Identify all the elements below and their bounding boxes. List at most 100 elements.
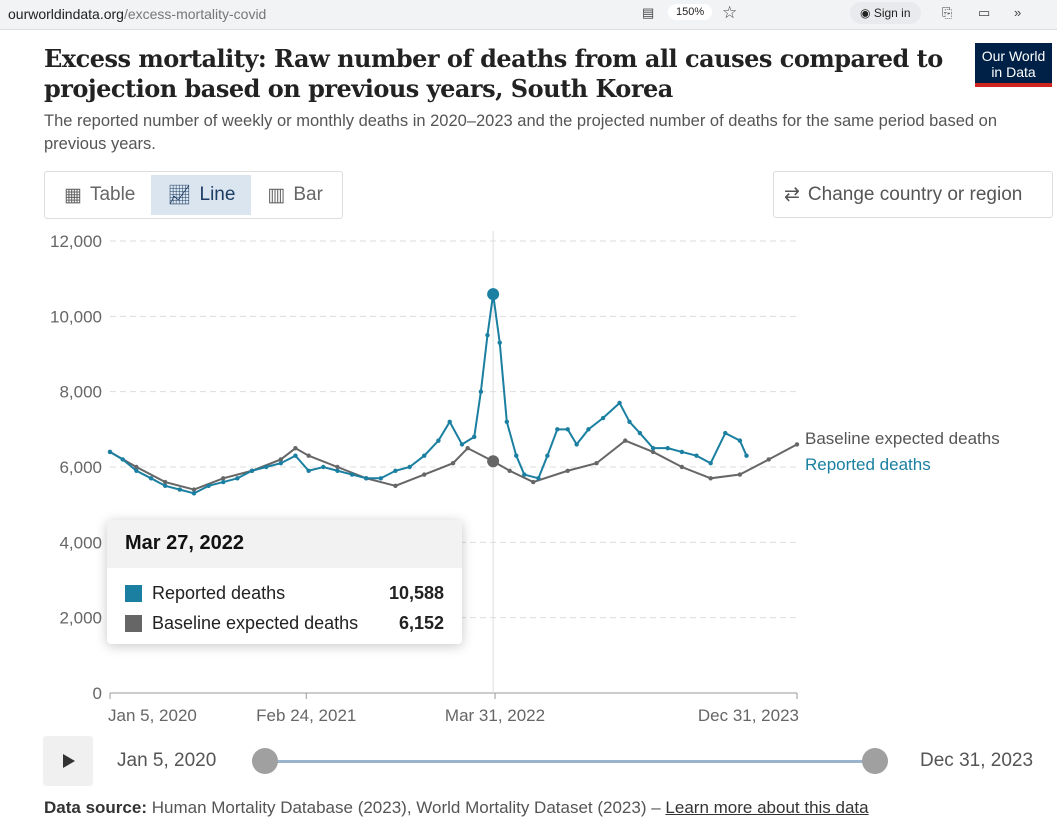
data-point	[637, 430, 643, 436]
data-point	[450, 461, 456, 466]
data-point	[522, 472, 527, 477]
timeline-end-label: Dec 31, 2023	[920, 750, 1034, 771]
data-point	[565, 468, 570, 473]
data-point	[335, 464, 340, 470]
y-tick-label: 4,000	[59, 533, 102, 552]
data-point	[679, 464, 685, 470]
x-tick-label: Dec 31, 2023	[698, 706, 799, 725]
play-button[interactable]	[43, 736, 93, 786]
data-point	[665, 445, 670, 451]
table-icon: ▦	[64, 184, 82, 206]
data-point	[249, 468, 255, 473]
data-point	[436, 438, 441, 443]
data-point	[586, 427, 591, 432]
sidebar-icon[interactable]: ▭	[978, 5, 991, 20]
learn-more-link[interactable]: Learn more about this data	[665, 798, 869, 817]
extensions-icon[interactable]: ⎘	[942, 5, 953, 20]
tab-label: Line	[199, 184, 236, 205]
url-path: /excess-mortality-covid	[123, 6, 267, 22]
reader-icon[interactable]: ▤	[642, 5, 655, 20]
tooltip-value: 6,152	[398, 612, 444, 633]
tab-label: Bar	[293, 184, 323, 205]
data-point	[349, 472, 355, 477]
data-point	[407, 464, 412, 470]
data-point	[507, 468, 512, 473]
data-point	[472, 434, 477, 440]
y-tick-label: 0	[93, 684, 102, 703]
data-point	[221, 476, 226, 481]
data-point	[107, 449, 113, 455]
tab-table[interactable]: ▦ Table	[48, 175, 151, 215]
data-point	[536, 476, 541, 481]
data-point	[623, 438, 628, 443]
y-tick-label: 2,000	[59, 609, 102, 628]
line-chart[interactable]: 0 2,000 4,000 6,000 8,000 10,000 12,000 Jan 5, …	[0, 230, 1057, 730]
tooltip-label: Reported deaths	[152, 582, 286, 603]
tooltip-label: Baseline expected deaths	[152, 612, 359, 633]
data-point	[723, 430, 728, 436]
data-point	[278, 457, 284, 462]
data-point	[485, 332, 490, 338]
legend-label: Reported deaths	[805, 455, 931, 474]
data-point	[465, 445, 470, 451]
sign-in-button[interactable]: ◉ Sign in	[850, 2, 921, 24]
x-tick-label: Feb 24, 2021	[256, 706, 356, 725]
data-point	[617, 400, 622, 406]
sign-in-label: Sign in	[873, 6, 911, 20]
data-point	[459, 442, 465, 447]
more-icon[interactable]: »	[1014, 5, 1022, 20]
address-bar[interactable]: ourworldindata.org/excess-mortality-covi…	[8, 6, 266, 22]
data-point	[335, 468, 340, 473]
data-point	[163, 479, 168, 485]
data-point	[293, 445, 298, 451]
data-point	[235, 476, 240, 481]
data-point	[504, 419, 510, 424]
data-point	[306, 468, 311, 473]
timeline-track[interactable]	[265, 760, 875, 763]
star-icon[interactable]: ☆	[722, 3, 738, 22]
change-country-button[interactable]: ⇄ Change country or region	[773, 171, 1053, 218]
timeline-end-handle[interactable]	[862, 748, 888, 774]
data-point	[177, 487, 183, 492]
tab-line[interactable]: 📈︎ Line	[151, 175, 252, 215]
browser-toolbar: ourworldindata.org/excess-mortality-covi…	[0, 0, 1057, 30]
series-line-reported	[109, 294, 748, 495]
timeline-start-handle[interactable]	[252, 748, 278, 774]
data-point	[514, 453, 519, 458]
data-point	[679, 449, 685, 455]
data-point	[293, 453, 298, 458]
tooltip: Mar 27, 2022 Reported deaths 10,588 Basel…	[107, 520, 462, 644]
data-point	[120, 457, 125, 462]
data-point	[594, 461, 599, 466]
data-point	[306, 453, 311, 458]
data-point	[191, 487, 197, 492]
highlight-point	[487, 288, 500, 301]
highlight-point	[487, 455, 500, 468]
tab-bar[interactable]: ▥ Bar	[251, 175, 339, 215]
baseline-swatch	[125, 614, 142, 632]
data-point	[221, 479, 226, 485]
data-point	[600, 415, 606, 421]
data-point	[321, 464, 326, 470]
data-point	[555, 427, 560, 432]
data-point	[263, 464, 269, 470]
data-point	[650, 445, 656, 451]
x-tick-label: Mar 31, 2022	[445, 706, 545, 725]
data-point	[650, 449, 656, 455]
owid-logo[interactable]: Our World in Data	[975, 43, 1052, 87]
data-point	[422, 453, 427, 458]
data-point	[627, 419, 632, 424]
data-point	[737, 472, 743, 477]
data-point	[766, 457, 771, 462]
data-point	[278, 461, 284, 466]
data-point	[148, 476, 154, 481]
play-icon	[63, 754, 75, 768]
data-point	[393, 468, 398, 473]
change-country-label: Change country or region	[807, 183, 1023, 205]
zoom-level[interactable]: 150%	[668, 4, 713, 20]
data-point	[478, 389, 484, 394]
chart-title: Excess mortality: Raw number of deaths f…	[44, 44, 943, 103]
y-tick-label: 10,000	[50, 307, 102, 326]
reported-swatch	[125, 584, 142, 602]
data-point	[708, 461, 713, 466]
